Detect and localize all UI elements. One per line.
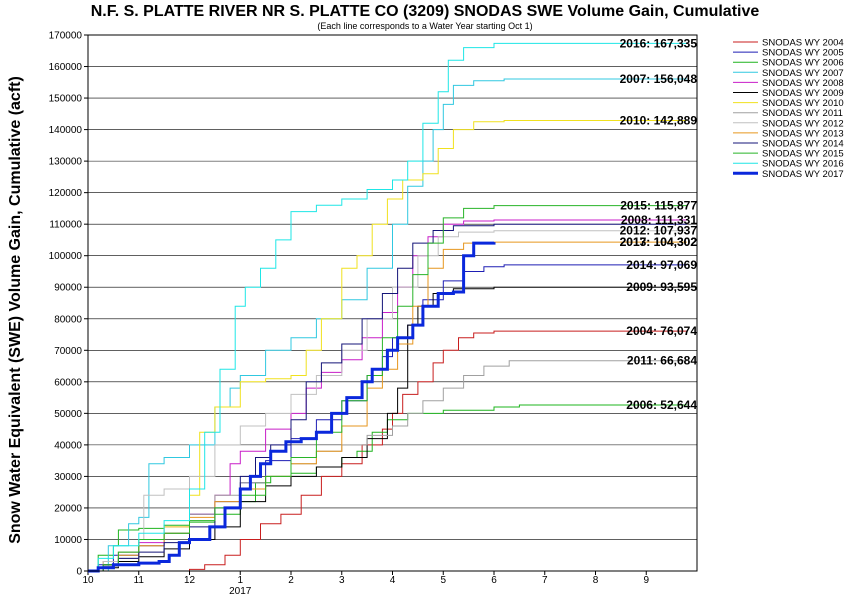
series-end-label: 2017: 104,302 <box>620 235 698 249</box>
series-end-label: 2014: 97,069 <box>626 258 697 272</box>
x-tick-label: 11 <box>134 575 145 586</box>
y-tick-label: 50000 <box>54 409 82 420</box>
series-end-label: 2009: 93,595 <box>626 280 697 294</box>
chart-title: N.F. S. PLATTE RIVER NR S. PLATTE CO (32… <box>91 3 760 20</box>
legend-entry: SNODAS WY 2012 <box>762 118 844 129</box>
series-line <box>88 241 496 573</box>
series-line <box>88 78 687 572</box>
y-axis-label: Snow Water Equivalent (SWE) Volume Gain,… <box>7 76 24 544</box>
series-end-label: 2004: 76,074 <box>626 324 697 338</box>
y-tick-label: 0 <box>76 567 82 578</box>
chart-subtitle: (Each line corresponds to a Water Year s… <box>317 21 532 31</box>
y-tick-label: 70000 <box>54 346 82 357</box>
series-line <box>88 223 687 572</box>
x-tick-label: 7 <box>542 575 548 586</box>
plot-area <box>88 42 687 573</box>
series-line <box>88 219 687 572</box>
x-tick-label: 1 <box>237 575 243 586</box>
series-end-label: 2012: 107,937 <box>620 224 698 238</box>
y-tick-label: 160000 <box>49 62 83 73</box>
series-line <box>88 230 687 572</box>
legend-entry: SNODAS WY 2007 <box>762 68 844 79</box>
x-tick-label: 2 <box>288 575 294 586</box>
x-tick-label: 9 <box>643 575 649 586</box>
legend-entry: SNODAS WY 2015 <box>762 149 844 160</box>
y-tick-label: 40000 <box>54 440 82 451</box>
legend-entry: SNODAS WY 2006 <box>762 58 844 69</box>
legend-entry: SNODAS WY 2014 <box>762 139 844 150</box>
series-line <box>88 120 687 572</box>
series-end-label: 2007: 156,048 <box>620 72 698 86</box>
y-tick-label: 60000 <box>54 377 82 388</box>
plot-frame <box>87 34 698 572</box>
y-axis-ticks: 0 10000 20000 30000 40000 50000 60000 70000 8000… <box>49 31 88 578</box>
legend-entry: SNODAS WY 2004 <box>762 38 844 49</box>
series-end-label: 2010: 142,889 <box>620 113 698 127</box>
x-tick-label: 3 <box>339 575 345 586</box>
series-line <box>88 241 687 572</box>
x-tick-label: 8 <box>593 575 599 586</box>
y-tick-label: 170000 <box>49 31 83 42</box>
x-tick-year-label: 2017 <box>229 586 252 597</box>
series-end-labels: 2004: 76,074 2014: 97,069 2006: 52,644 2007… <box>620 36 698 412</box>
y-tick-label: 90000 <box>54 283 82 294</box>
y-tick-label: 20000 <box>54 503 82 514</box>
series-line <box>88 330 687 572</box>
series-end-label: 2016: 167,335 <box>620 36 698 50</box>
series-end-label: 2008: 111,331 <box>621 213 697 227</box>
x-tick-label: 10 <box>82 575 94 586</box>
series-end-label: 2006: 52,644 <box>626 398 697 412</box>
legend-entry: SNODAS WY 2010 <box>762 98 844 109</box>
y-tick-label: 100000 <box>49 251 83 262</box>
series-line <box>88 42 687 572</box>
y-tick-label: 110000 <box>49 220 82 231</box>
series-line <box>88 286 687 572</box>
legend-entry: SNODAS WY 2005 <box>762 48 844 59</box>
y-tick-label: 140000 <box>49 125 83 136</box>
legend-entry: SNODAS WY 2011 <box>762 108 843 119</box>
y-tick-label: 120000 <box>49 188 83 199</box>
y-tick-label: 80000 <box>54 314 82 325</box>
y-tick-label: 10000 <box>54 535 82 546</box>
y-tick-label: 130000 <box>49 157 83 168</box>
x-tick-label: 6 <box>491 575 497 586</box>
x-tick-label: 12 <box>184 575 196 586</box>
series-line <box>88 205 687 572</box>
series-end-label: 2013: 104,302 <box>620 235 698 249</box>
legend-entry: SNODAS WY 2009 <box>762 88 844 99</box>
y-tick-label: 150000 <box>49 94 83 105</box>
y-tick-label: 30000 <box>54 472 82 483</box>
legend-entry: SNODAS WY 2017 <box>762 169 844 180</box>
x-tick-label: 5 <box>440 575 446 586</box>
legend-entry: SNODAS WY 2008 <box>762 78 844 89</box>
legend-entry: SNODAS WY 2016 <box>762 159 844 170</box>
x-tick-label: 4 <box>390 575 396 586</box>
series-end-label: 2011: 66,684 <box>627 354 697 368</box>
series-end-label: 2015: 115,877 <box>620 199 697 213</box>
legend-entry: SNODAS WY 2013 <box>762 128 844 139</box>
